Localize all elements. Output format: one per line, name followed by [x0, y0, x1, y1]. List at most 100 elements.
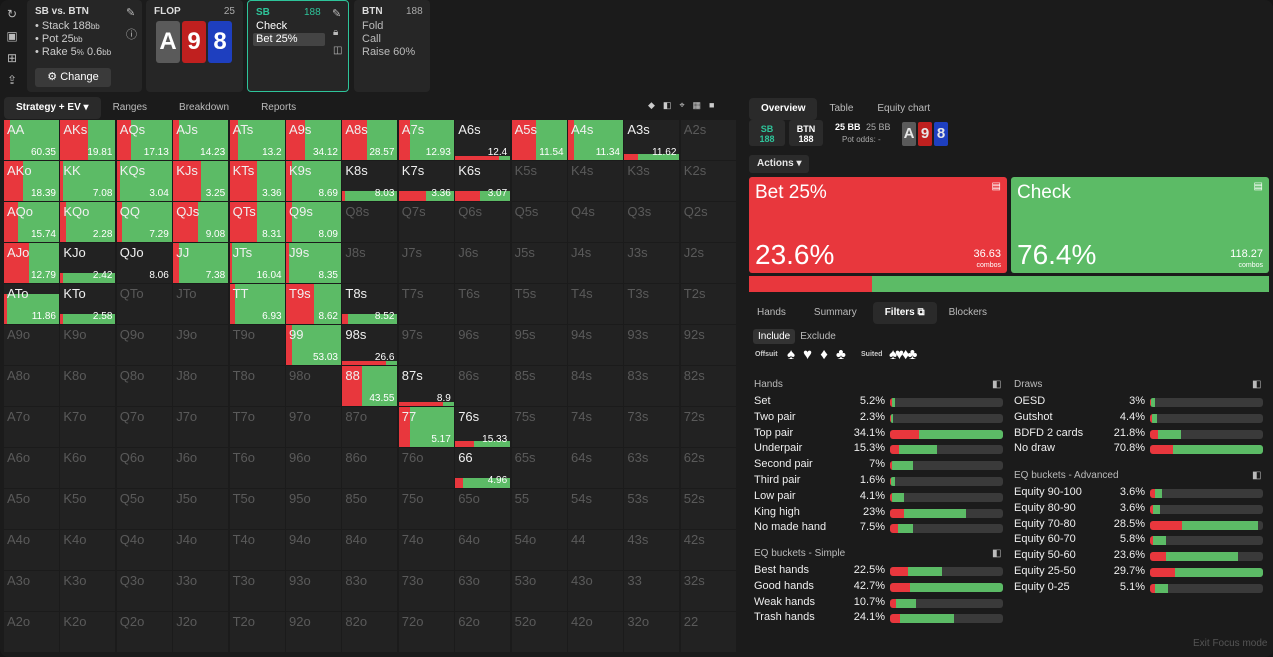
hand-cell[interactable]: 92o — [286, 612, 341, 652]
hand-cell[interactable]: J3o — [173, 571, 229, 611]
filter-row[interactable]: Top pair 34.1% — [754, 427, 1004, 443]
hand-cell[interactable]: 52o — [511, 612, 567, 652]
hand-cell[interactable]: 74s — [568, 407, 623, 447]
position-chip-btn[interactable]: BTN 188 — [789, 120, 823, 146]
hand-cell[interactable]: 52s — [680, 489, 736, 529]
hand-cell[interactable]: 95s — [511, 325, 567, 365]
hand-cell[interactable]: 72o — [398, 612, 454, 652]
hand-cell[interactable]: AKs 19.81 — [60, 120, 116, 160]
hand-cell[interactable]: 43o — [568, 571, 623, 611]
hand-cell[interactable]: 82o — [342, 612, 398, 652]
filter-row[interactable]: Gutshot 4.4% — [1014, 411, 1264, 427]
hand-cell[interactable]: 86o — [342, 448, 398, 488]
hand-cell[interactable]: A7s 12.93 — [398, 120, 454, 160]
hand-cell[interactable]: 92s — [680, 325, 736, 365]
hand-cell[interactable]: K4s — [568, 161, 623, 201]
hand-cell[interactable]: QQ 7.29 — [116, 202, 172, 242]
hand-cell[interactable]: KK 7.08 — [60, 161, 116, 201]
hand-cell[interactable]: T2o — [229, 612, 285, 652]
hand-cell[interactable]: JTs 16.04 — [229, 243, 285, 283]
hand-cell[interactable]: 64o — [455, 530, 511, 570]
hand-cell[interactable]: 63s — [624, 448, 680, 488]
hand-cell[interactable]: Q2o — [116, 612, 172, 652]
hand-cell[interactable]: QJs 9.08 — [173, 202, 229, 242]
grid-icon[interactable]: ▦ — [692, 100, 702, 110]
hand-cell[interactable]: 64s — [568, 448, 623, 488]
hand-cell[interactable]: 53s — [624, 489, 680, 529]
hand-cell[interactable]: A4o — [4, 530, 59, 570]
filter-row[interactable]: Low pair 4.1% — [754, 490, 1004, 506]
hand-cell[interactable]: A6s 12.4 — [455, 120, 511, 160]
hand-cell[interactable]: Q9s 8.09 — [286, 202, 341, 242]
hand-cell[interactable]: QTs 8.31 — [229, 202, 285, 242]
hand-cell[interactable]: Q7o — [116, 407, 172, 447]
filter-row[interactable]: Equity 60-70 5.8% — [1014, 533, 1264, 549]
filter-row[interactable]: Good hands 42.7% — [754, 580, 1004, 596]
collapse-icon[interactable]: ◧ — [992, 379, 1002, 390]
crosshair-icon[interactable]: ⌖ — [679, 100, 685, 110]
filter-row[interactable]: Equity 70-80 28.5% — [1014, 518, 1264, 534]
hand-cell[interactable]: A7o — [4, 407, 59, 447]
hand-cell[interactable]: 87s 8.9 — [398, 366, 454, 406]
filter-row[interactable]: Second pair 7% — [754, 458, 1004, 474]
hand-cell[interactable]: J8o — [173, 366, 229, 406]
filter-row[interactable]: Best hands 22.5% — [754, 564, 1004, 580]
tab-summary[interactable]: Summary — [813, 307, 857, 318]
hand-cell[interactable]: K7o — [60, 407, 116, 447]
hand-cell[interactable]: T4o — [229, 530, 285, 570]
btn-card[interactable]: BTN 188 Fold Call Raise 60% — [354, 0, 430, 92]
filter-row[interactable]: Two pair 2.3% — [754, 411, 1004, 427]
hand-cell[interactable]: K9s 8.69 — [286, 161, 341, 201]
hand-cell[interactable]: AJs 14.23 — [173, 120, 229, 160]
hand-cell[interactable]: T9s 8.62 — [286, 284, 341, 324]
filter-row[interactable]: Third pair 1.6% — [754, 474, 1004, 490]
hand-cell[interactable]: 44 — [568, 530, 623, 570]
hand-cell[interactable]: K3o — [60, 571, 116, 611]
hand-cell[interactable]: K8s 8.03 — [342, 161, 398, 201]
hand-cell[interactable]: AQo 15.74 — [4, 202, 59, 242]
hand-cell[interactable]: 97o — [286, 407, 341, 447]
tab-equity-chart[interactable]: Equity chart — [877, 103, 931, 114]
hand-cell[interactable]: Q8s — [342, 202, 398, 242]
hand-cell[interactable]: J2o — [173, 612, 229, 652]
hand-cell[interactable]: 42s — [680, 530, 736, 570]
hand-cell[interactable]: Q2s — [680, 202, 736, 242]
hand-cell[interactable]: 97s — [398, 325, 454, 365]
hand-cell[interactable]: 77 5.17 — [398, 407, 454, 447]
hand-cell[interactable]: K9o — [60, 325, 116, 365]
hand-cell[interactable]: 73s — [624, 407, 680, 447]
hand-cell[interactable]: 83o — [342, 571, 398, 611]
hand-cell[interactable]: T3o — [229, 571, 285, 611]
hand-cell[interactable]: Q3o — [116, 571, 172, 611]
hand-cell[interactable]: 99 53.03 — [286, 325, 341, 365]
hand-cell[interactable]: 98s 26.6 — [342, 325, 398, 365]
tab-overview[interactable]: Overview — [749, 98, 818, 120]
tab-breakdown[interactable]: Breakdown — [179, 102, 230, 113]
hand-cell[interactable]: KQo 2.28 — [60, 202, 116, 242]
hand-cell[interactable]: KQs 3.04 — [116, 161, 172, 201]
hand-cell[interactable]: 85o — [342, 489, 398, 529]
hand-cell[interactable]: 87o — [342, 407, 398, 447]
hand-cell[interactable]: 63o — [455, 571, 511, 611]
hand-cell[interactable]: 32s — [680, 571, 736, 611]
hand-cell[interactable]: K5s — [511, 161, 567, 201]
menu-icon[interactable]: ▤ — [991, 181, 1001, 192]
include-button[interactable]: Include — [753, 329, 796, 344]
filter-row[interactable]: Equity 0-25 5.1% — [1014, 581, 1264, 597]
hand-cell[interactable]: 96o — [286, 448, 341, 488]
hand-cell[interactable]: T8o — [229, 366, 285, 406]
hand-cell[interactable]: ATo 11.86 — [4, 284, 59, 324]
hand-cell[interactable]: JTo — [173, 284, 229, 324]
hand-cell[interactable]: 98o — [286, 366, 341, 406]
hand-cell[interactable]: 65s — [511, 448, 567, 488]
hand-cell[interactable]: T7s — [398, 284, 454, 324]
hand-cell[interactable]: 94o — [286, 530, 341, 570]
hand-cell[interactable]: KJo 2.42 — [60, 243, 116, 283]
tab-hands[interactable]: Hands — [757, 307, 786, 318]
hand-cell[interactable]: K6s 3.07 — [455, 161, 511, 201]
hand-cell[interactable]: 73o — [398, 571, 454, 611]
hand-cell[interactable]: A4s 11.34 — [568, 120, 623, 160]
hand-cell[interactable]: 84s — [568, 366, 623, 406]
btn-action-call[interactable]: Call — [362, 33, 381, 45]
collapse-icon[interactable]: ◧ — [1252, 379, 1262, 390]
